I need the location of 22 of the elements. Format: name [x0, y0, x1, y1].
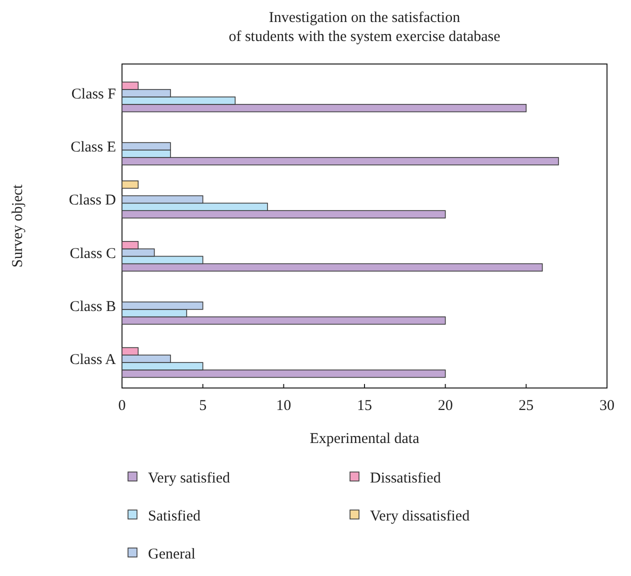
legend-label: Dissatisfied	[370, 470, 442, 486]
x-tick-label: 20	[438, 398, 453, 414]
x-tick-label: 5	[199, 398, 207, 414]
x-tick-label: 0	[118, 398, 126, 414]
legend-label: Satisfied	[148, 508, 201, 524]
y-tick-label: Class A	[70, 352, 116, 368]
bar	[122, 180, 139, 189]
legend-label: Very dissatisfied	[370, 508, 470, 524]
x-tick-label: 30	[600, 398, 614, 414]
legend-label: General	[148, 546, 196, 562]
y-tick-label: Class E	[70, 140, 116, 156]
x-tick-label: 25	[518, 398, 534, 414]
x-axis-title: Experimental data	[310, 431, 420, 447]
y-axis-title: Survey object	[10, 184, 26, 268]
x-tick-label: 10	[276, 398, 292, 414]
y-tick-label: Class C	[70, 246, 116, 262]
x-tick-label: 15	[357, 398, 372, 414]
y-tick-label: Class B	[70, 298, 116, 315]
y-tick-label: Class D	[68, 192, 116, 209]
chart-title: Investigation on the satisfaction of students with the system exercise database	[228, 10, 501, 45]
legend-label: Very satisfied	[148, 470, 231, 486]
y-tick-label: Class F	[71, 86, 116, 102]
